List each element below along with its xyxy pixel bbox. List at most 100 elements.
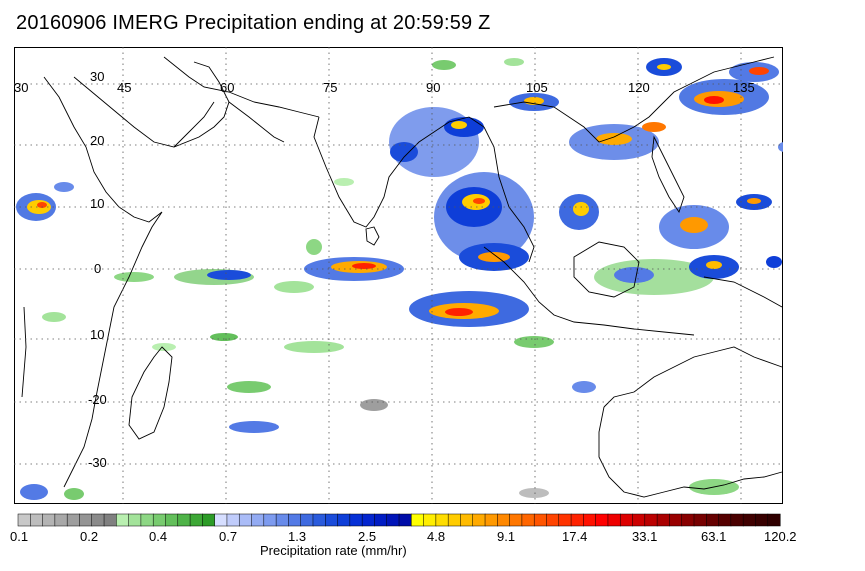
latitude-labels: 30 20 10 0 10 -20 -30 [88,69,107,470]
colorbar-swatch [423,513,437,527]
precipitation-map: 30 45 60 75 90 105 120 135 30 20 10 0 10… [14,47,783,504]
colorbar-swatch [263,513,277,527]
cb-tick-label: 9.1 [497,529,515,544]
lat-label: -30 [88,455,107,470]
colorbar-swatch [288,513,302,527]
australia-coast [598,346,783,498]
cb-tick-label: 17.4 [562,529,587,544]
colorbar-swatch [509,513,523,527]
rain-cluster-indonesia [594,255,782,295]
coastlines [21,56,783,498]
colorbar-swatch [177,513,191,527]
rain-cluster-bay-of-bengal [389,93,559,177]
colorbar-swatch [411,513,425,527]
colorbar-swatch [435,513,449,527]
cb-tick-label: 0.1 [10,529,28,544]
colorbar-swatch [202,513,216,527]
colorbar-label: Precipitation rate (mm/hr) [260,543,407,558]
africa-arabia-coast [21,61,285,488]
colorbar-swatch [103,513,117,527]
colorbar-swatch [718,513,732,527]
colorbar-swatch [521,513,535,527]
lon-label: 135 [733,80,755,95]
colorbar-swatch [275,513,289,527]
cb-tick-label: 63.1 [701,529,726,544]
colorbar-swatch [447,513,462,527]
colorbar-tick-labels: 0.1 0.2 0.4 0.7 1.3 2.5 4.8 9.1 17.4 33.… [10,529,797,544]
colorbar-swatch [460,513,474,527]
cb-tick-label: 4.8 [427,529,445,544]
colorbar-swatch [570,513,584,527]
colorbar-swatch [546,513,560,527]
colorbar-swatch [693,513,707,527]
rain-cluster-andaman-sumatra [409,172,554,348]
sumatra-java-coast [483,246,695,336]
lat-label: -20 [88,392,107,407]
colorbar-swatch [214,513,228,527]
longitude-labels: 30 45 60 75 90 105 120 135 [14,80,755,95]
colorbar-swatch [706,513,720,527]
colorbar-swatch [361,513,375,527]
colorbar-swatch [79,513,93,527]
colorbar-swatch [619,513,634,527]
india-coast [313,116,470,228]
colorbar-swatch [558,513,572,527]
colorbar-swatch [30,513,44,527]
colorbar-swatches [17,513,781,527]
gridlines [14,47,783,504]
colorbar-swatch [116,513,130,527]
colorbar-swatch [656,513,670,527]
lat-label: 20 [90,133,104,148]
colorbar-swatch [497,513,511,527]
colorbar-swatch [337,513,351,527]
colorbar-swatch [607,513,621,527]
map-title: 20160906 IMERG Precipitation ending at 2… [16,12,491,34]
rain-cluster-south-china-sea [559,122,772,249]
colorbar-swatch [66,513,81,527]
lon-label: 30 [14,80,28,95]
cb-tick-label: 2.5 [358,529,376,544]
colorbar-swatch [17,513,31,527]
colorbar-swatch [189,513,203,527]
precipitation-field [16,58,783,500]
colorbar-swatch [165,513,179,527]
colorbar-swatch [386,513,400,527]
lon-label: 45 [117,80,131,95]
cb-tick-label: 0.4 [149,529,167,544]
colorbar-swatch [42,513,56,527]
lon-label: 75 [323,80,337,95]
colorbar-swatch [644,513,658,527]
colorbar-swatch [238,513,253,527]
lat-label: 30 [90,69,104,84]
cb-tick-label: 120.2 [764,529,797,544]
new-guinea-coast [703,276,783,308]
colorbar-swatch [767,513,781,527]
colorbar-swatch [54,513,68,527]
cb-tick-label: 0.7 [219,529,237,544]
colorbar-swatch [730,513,744,527]
colorbar-swatch [681,513,695,527]
colorbar-swatch [226,513,240,527]
colorbar-swatch [140,513,154,527]
lon-label: 60 [220,80,234,95]
lat-label: 10 [90,327,104,342]
colorbar-swatch [251,513,265,527]
iran-pakistan-coast [163,56,320,118]
colorbar-swatch [583,513,597,527]
cb-tick-label: 0.2 [80,529,98,544]
lat-label: 0 [94,261,101,276]
colorbar-swatch [742,513,756,527]
southeast-asia-coast [468,56,775,263]
lon-label: 90 [426,80,440,95]
borneo-coast [573,241,640,298]
sri-lanka-coast [365,226,380,246]
rain-scatter-misc [42,58,783,322]
colorbar-swatch [300,513,314,527]
philippines-coast [651,135,685,214]
colorbar-swatch [398,513,412,527]
colorbar-swatch [152,513,167,527]
cb-tick-label: 1.3 [288,529,306,544]
colorbar-swatch [128,513,142,527]
colorbar-swatch [533,513,548,527]
colorbar-swatch [755,513,769,527]
